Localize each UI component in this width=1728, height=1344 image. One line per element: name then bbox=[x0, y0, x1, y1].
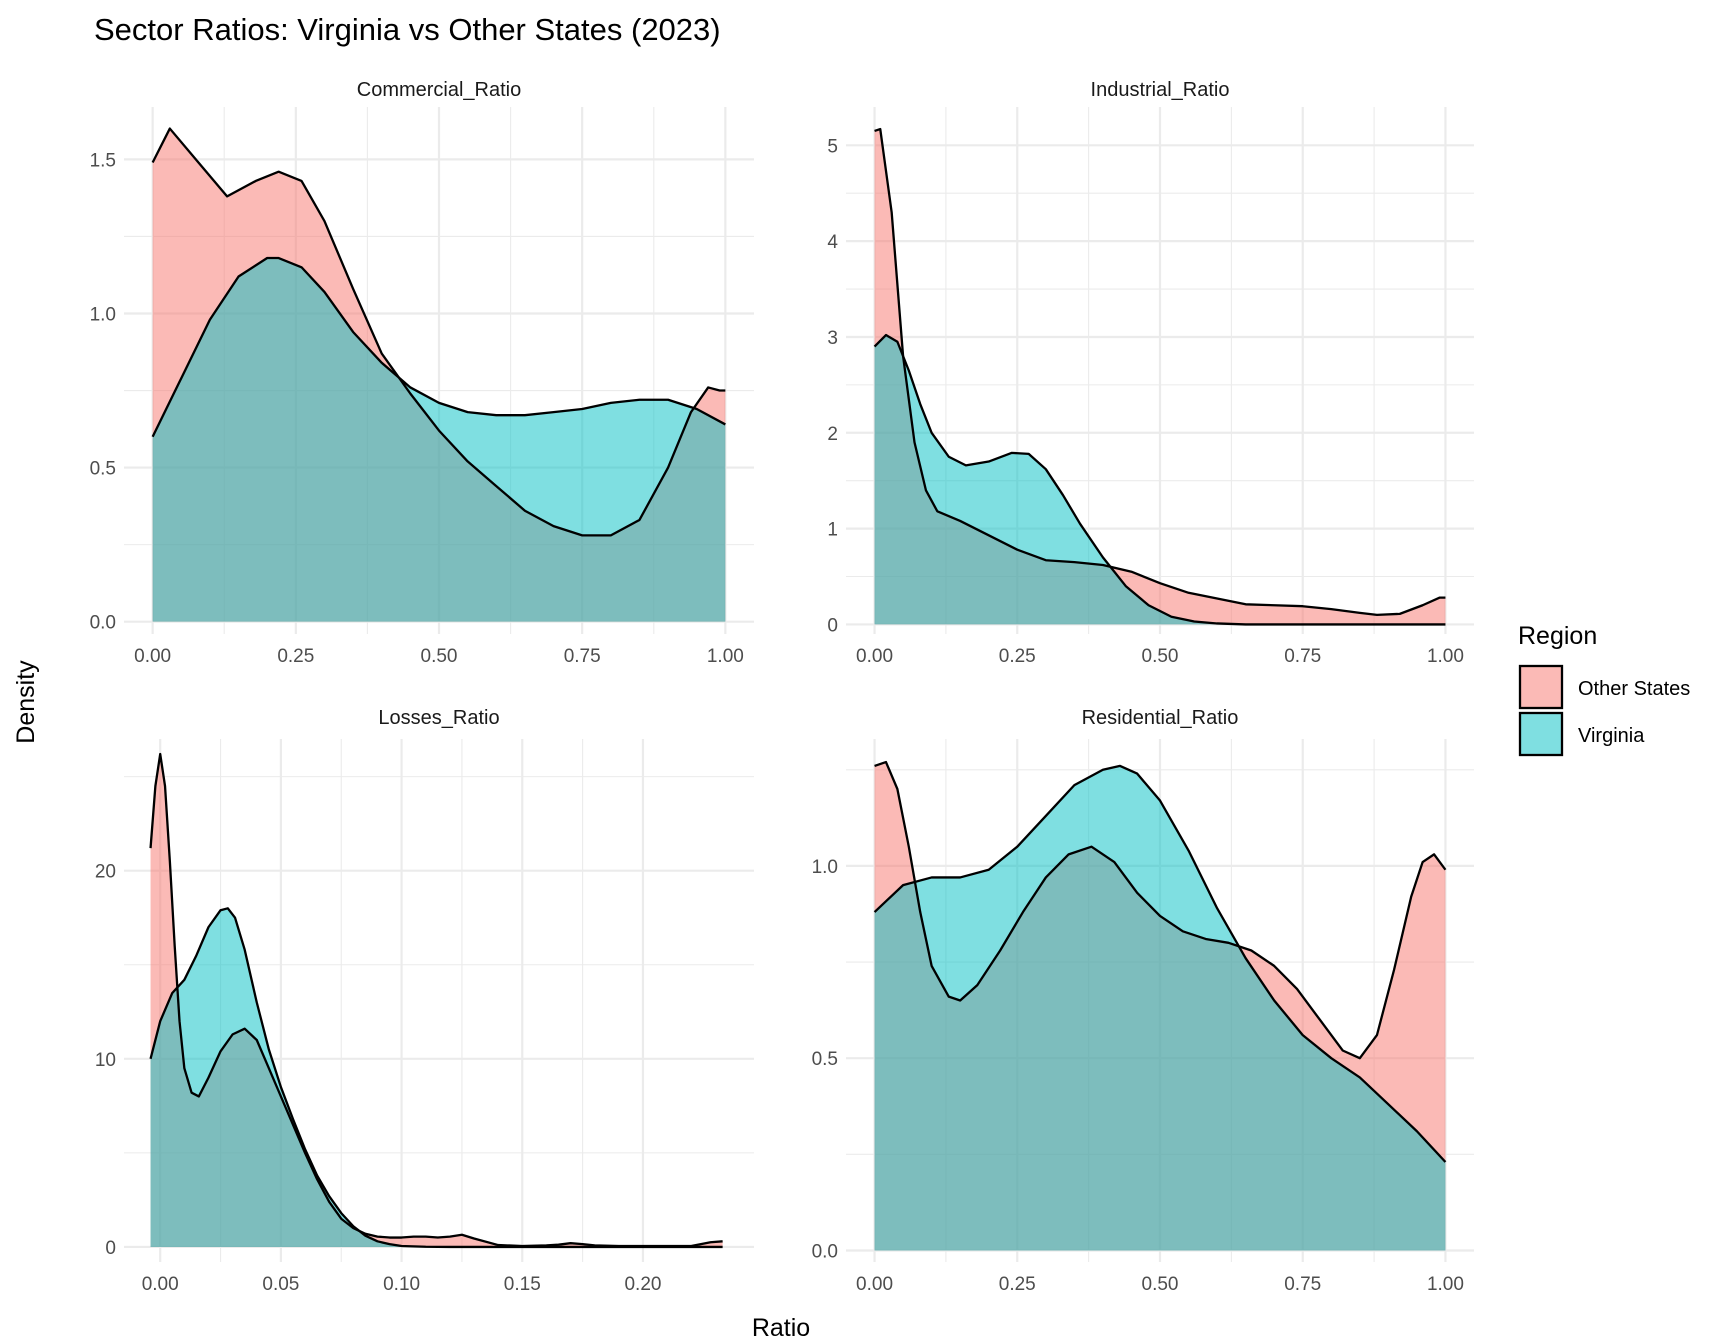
legend-key-other-states bbox=[1518, 664, 1564, 710]
y-tick-label: 20 bbox=[95, 862, 116, 883]
panel-industrial-ratio: Industrial_Ratio 0.00 0.25 0.50 0.75 1.00 0 1 2 3… bbox=[827, 79, 1474, 667]
density-line-virginia bbox=[149, 907, 723, 1249]
density-area-virginia bbox=[874, 335, 1446, 625]
facet-strip-label: Industrial_Ratio bbox=[1091, 79, 1230, 101]
x-tick-label: 1.00 bbox=[1427, 1274, 1464, 1295]
x-tick-label: 0.50 bbox=[421, 646, 458, 667]
x-tick-label: 0.05 bbox=[262, 1274, 299, 1295]
legend-label-virginia: Virginia bbox=[1578, 725, 1645, 747]
chart-title: Sector Ratios: Virginia vs Other States … bbox=[94, 12, 721, 47]
legend-title: Region bbox=[1518, 622, 1597, 650]
x-tick-label: 0.25 bbox=[999, 646, 1036, 667]
x-tick-label: 0.75 bbox=[564, 646, 601, 667]
density-line-virginia bbox=[151, 256, 726, 438]
x-tick-label: 1.00 bbox=[1427, 646, 1464, 667]
legend: Region Other States Virginia bbox=[1518, 622, 1690, 757]
legend-label-other-states: Other States bbox=[1578, 678, 1690, 700]
density-line-other-states bbox=[874, 760, 1447, 1060]
x-tick-label: 0.25 bbox=[277, 646, 314, 667]
x-tick-label: 1.00 bbox=[707, 646, 744, 667]
facet-strip-label: Residential_Ratio bbox=[1082, 707, 1239, 729]
x-tick-label: 0.00 bbox=[856, 646, 893, 667]
y-tick-label: 0.0 bbox=[812, 1241, 838, 1262]
x-tick-label: 0.15 bbox=[504, 1274, 541, 1295]
panel-losses-ratio: Losses_Ratio 0.00 0.05 0.10 0.15 0.20 0 10 20 bbox=[95, 707, 754, 1295]
y-tick-label: 1.0 bbox=[90, 304, 116, 325]
density-line-virginia bbox=[873, 333, 1446, 626]
x-tick-label: 0.75 bbox=[1284, 1274, 1321, 1295]
density-line-virginia bbox=[873, 764, 1447, 1163]
density-area-virginia bbox=[150, 908, 723, 1247]
density-line-other-states bbox=[874, 127, 1446, 616]
y-tick-label: 0 bbox=[105, 1238, 116, 1259]
y-tick-label: 0.5 bbox=[812, 1049, 838, 1070]
y-tick-label: 0 bbox=[827, 615, 838, 636]
y-tick-label: 4 bbox=[827, 232, 838, 253]
y-tick-label: 5 bbox=[827, 136, 838, 157]
x-tick-label: 0.75 bbox=[1284, 646, 1321, 667]
facet-strip-label: Losses_Ratio bbox=[378, 707, 499, 729]
x-tick-label: 0.50 bbox=[1142, 646, 1179, 667]
density-area-virginia bbox=[152, 258, 726, 622]
x-axis-title: Ratio bbox=[752, 1314, 810, 1342]
y-tick-label: 1.5 bbox=[90, 150, 116, 171]
x-tick-label: 0.00 bbox=[134, 646, 171, 667]
panel-residential-ratio: Residential_Ratio 0.00 0.25 0.50 0.75 1.00 0.0… bbox=[812, 707, 1474, 1295]
x-tick-label: 0.50 bbox=[1142, 1274, 1179, 1295]
facet-strip-label: Commercial_Ratio bbox=[357, 79, 522, 101]
y-tick-label: 0.5 bbox=[90, 459, 116, 480]
y-axis-title: Density bbox=[12, 660, 40, 744]
x-tick-label: 0.25 bbox=[999, 1274, 1036, 1295]
x-tick-label: 0.00 bbox=[142, 1274, 179, 1295]
y-tick-label: 1.0 bbox=[812, 857, 838, 878]
y-tick-label: 3 bbox=[827, 328, 838, 349]
x-tick-label: 0.20 bbox=[624, 1274, 661, 1295]
y-tick-label: 0.0 bbox=[90, 613, 116, 634]
x-tick-label: 0.10 bbox=[383, 1274, 420, 1295]
panel-commercial-ratio: Commercial_Ratio 0.00 0.25 0.50 0.75 1.00 0.0 0… bbox=[90, 79, 754, 667]
density-line-other-states bbox=[151, 127, 726, 537]
legend-key-virginia bbox=[1518, 711, 1564, 757]
y-tick-label: 2 bbox=[827, 424, 838, 445]
x-tick-label: 0.00 bbox=[856, 1274, 893, 1295]
density-area-virginia bbox=[874, 765, 1446, 1251]
y-tick-label: 1 bbox=[827, 520, 838, 541]
y-tick-label: 10 bbox=[95, 1050, 116, 1071]
